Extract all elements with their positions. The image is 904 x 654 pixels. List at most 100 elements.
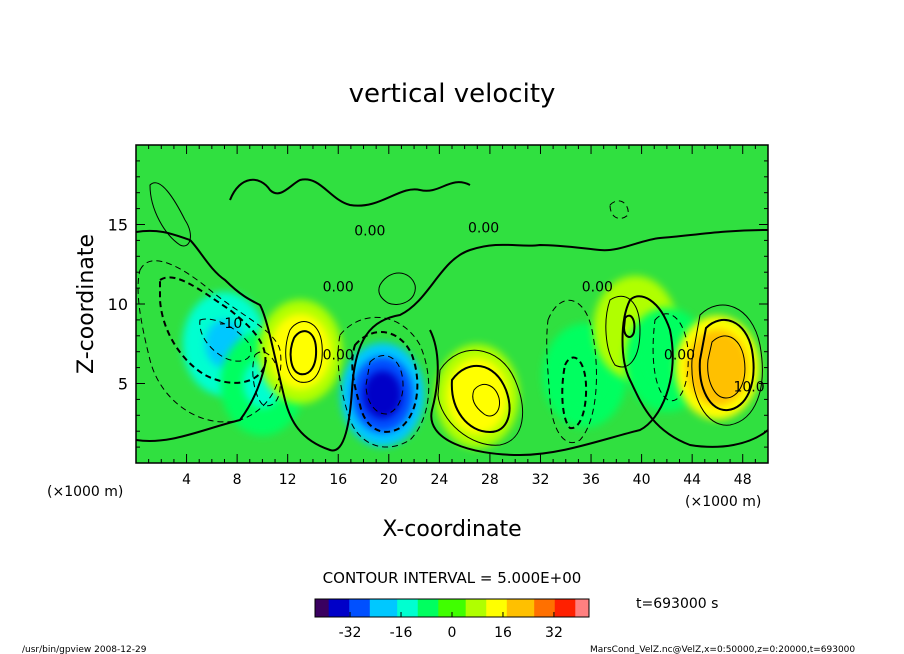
feature-blob — [698, 343, 737, 392]
colorbar-swatch — [397, 599, 405, 617]
dashed-contours — [137, 200, 689, 448]
neg-contour — [351, 331, 419, 433]
colorbar-swatch — [410, 599, 419, 617]
x-tick-label: 32 — [532, 472, 550, 488]
colorbar-swatch — [527, 599, 535, 617]
x-tick-label: 48 — [734, 472, 752, 488]
neg-contour — [137, 260, 282, 423]
colorbar-swatch — [321, 599, 330, 617]
neg-contour — [159, 276, 267, 384]
colorbar-swatch — [452, 599, 460, 617]
y-tick-label: 5 — [118, 375, 128, 394]
y-tick-label: 15 — [108, 216, 128, 235]
colorbar-swatch — [342, 599, 350, 617]
colorbar-swatch — [561, 599, 569, 617]
colorbar-swatch — [349, 599, 357, 617]
colorbar-swatch — [376, 599, 384, 617]
time-label: t=693000 s — [636, 596, 718, 612]
pos-contour — [450, 364, 511, 434]
colorbar-swatch — [458, 599, 467, 617]
colorbar-swatch — [417, 599, 426, 617]
pos-contour — [472, 383, 501, 417]
pos-contour — [378, 272, 416, 305]
colorbar-swatch — [499, 599, 508, 617]
pos-contour — [289, 330, 318, 376]
colorbar-swatch — [568, 599, 576, 617]
pos-contour — [149, 182, 191, 247]
colorbar-swatch — [479, 599, 487, 617]
contour-label: 0.00 — [323, 279, 354, 295]
colorbar-swatch — [493, 599, 501, 617]
colorbar-swatches — [315, 599, 590, 617]
colorbar-swatch — [486, 599, 494, 617]
pos-contour — [437, 349, 524, 446]
feature-blob — [457, 372, 497, 421]
colorbar-tick-label: 32 — [545, 625, 563, 641]
contour-interval-text: CONTOUR INTERVAL = 5.000E+00 — [323, 569, 582, 587]
pos-contour — [698, 318, 755, 412]
pos-contour — [707, 335, 746, 399]
colorbar-swatch — [520, 599, 528, 617]
contour-label: 0.00 — [664, 348, 695, 364]
colorbar-swatch — [431, 599, 439, 617]
colorbar-ticks: -32 -16 0 16 32 — [339, 612, 563, 641]
neg-contour — [337, 316, 430, 448]
contour-label: -10 — [219, 316, 242, 332]
y-tick-label: 10 — [108, 295, 128, 314]
neg-contour — [252, 351, 281, 407]
contour-label: 0.00 — [468, 220, 499, 236]
x-unit-right: (×1000 m) — [685, 494, 761, 510]
contour-label: 10.0 — [733, 379, 764, 395]
contour-label: 0.00 — [323, 348, 354, 364]
colorbar-swatch — [383, 599, 391, 617]
colorbar: -32 -16 0 16 32 — [314, 598, 590, 641]
colorbar-tick-label: -32 — [339, 625, 362, 641]
contour-label: 0.00 — [582, 279, 613, 295]
x-tick-label: 12 — [279, 472, 297, 488]
colorbar-swatch — [575, 599, 583, 617]
colorbar-swatch — [582, 599, 590, 617]
colorbar-swatch — [390, 599, 398, 617]
neg-contour — [365, 355, 404, 415]
colorbar-tick-label: 0 — [448, 625, 457, 641]
colorbar-swatch — [335, 599, 343, 617]
y-axis: 5 10 15 — [108, 144, 768, 464]
colorbar-swatch — [554, 599, 563, 617]
y-axis-label: Z-coordinate — [74, 234, 99, 374]
x-tick-label: 24 — [430, 472, 448, 488]
neg-contour — [546, 299, 597, 443]
feature-blob — [363, 370, 402, 419]
colorbar-swatch — [424, 599, 432, 617]
colorbar-swatch — [534, 599, 542, 617]
colorbar-swatch — [404, 599, 412, 617]
x-tick-label: 20 — [380, 472, 398, 488]
colorbar-swatch — [369, 599, 378, 617]
colorbar-swatch — [472, 599, 480, 617]
colorbar-swatch — [465, 599, 474, 617]
colorbar-swatch — [547, 599, 556, 617]
zero-contour — [136, 229, 768, 452]
colorbar-swatch — [541, 599, 549, 617]
pos-contour — [285, 321, 323, 383]
colorbar-tick-label: -16 — [390, 625, 413, 641]
x-tick-label: 8 — [233, 472, 242, 488]
neg-contour — [199, 318, 252, 362]
zero-contour — [229, 178, 471, 207]
neg-contour — [652, 313, 689, 402]
contour-labels: -10 0.00 0.00 0.00 0.00 0.00 0.00 10.0 — [219, 220, 764, 395]
footer-right: MarsCond_VelZ.nc@VelZ,x=0:50000,z=0:2000… — [590, 645, 855, 654]
x-tick-label: 40 — [633, 472, 651, 488]
x-tick-label: 16 — [329, 472, 347, 488]
pos-contour — [622, 314, 636, 338]
x-tick-label: 28 — [481, 472, 499, 488]
neg-contour — [561, 356, 588, 430]
chart-title: vertical velocity — [349, 79, 556, 109]
colorbar-swatch — [328, 599, 337, 617]
colorbar-swatch — [362, 599, 371, 617]
contour-label: 0.00 — [354, 224, 385, 240]
pos-contour — [605, 295, 641, 368]
x-tick-label: 4 — [182, 472, 191, 488]
x-tick-label: 44 — [683, 472, 701, 488]
